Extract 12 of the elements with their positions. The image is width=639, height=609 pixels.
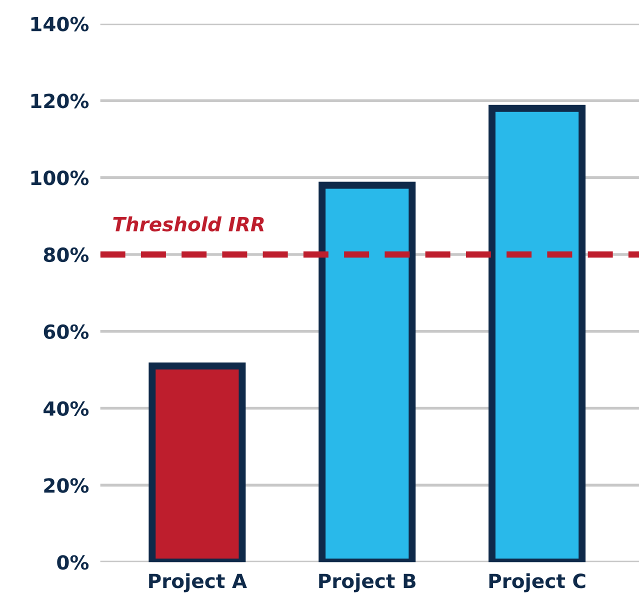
y-tick-label: 120% bbox=[31, 94, 89, 108]
x-tick-label: Project C bbox=[489, 573, 586, 592]
y-tick-label: 20% bbox=[44, 478, 89, 493]
y-tick-label: 60% bbox=[44, 324, 89, 340]
y-tick-label: 0% bbox=[57, 555, 89, 570]
y-tick-label: 80% bbox=[44, 247, 89, 262]
x-tick-label: Project A bbox=[149, 573, 247, 592]
ref-line-label: Threshold IRR bbox=[113, 216, 264, 232]
y-tick-label: 40% bbox=[44, 401, 89, 416]
x-tick-label: Project B bbox=[319, 573, 416, 592]
y-tick-label: 100% bbox=[31, 170, 89, 186]
y-tick-label: 140% bbox=[31, 16, 89, 32]
